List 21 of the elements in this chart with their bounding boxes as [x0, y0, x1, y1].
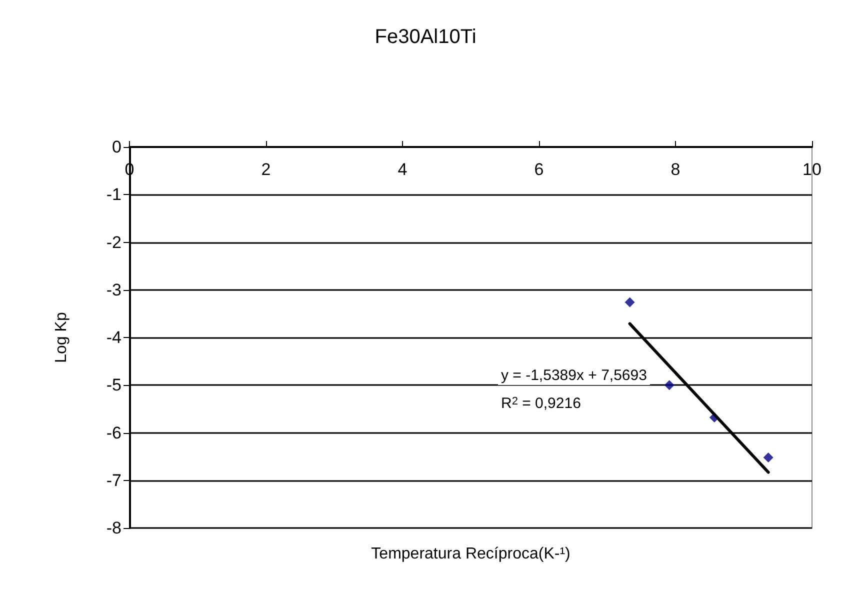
y-tick-label: 0 [112, 138, 122, 156]
y-tick-label: -8 [106, 518, 122, 538]
x-tick-label: 2 [261, 160, 271, 179]
x-tick-label: 10 [802, 160, 822, 179]
y-tick-label: -4 [106, 328, 122, 347]
point [624, 297, 635, 308]
y-tick-label: -3 [106, 280, 122, 300]
point [763, 452, 774, 463]
x-axis-title: Temperatura Recíproca(K-¹) [371, 546, 570, 562]
y-tick-label: -2 [106, 232, 122, 252]
y-axis-title: Log Kp [53, 312, 70, 363]
y-tick-label: -7 [106, 470, 122, 490]
chart-title: Fe30Al10Ti [374, 26, 476, 48]
y-tick-label: -1 [106, 185, 122, 204]
x-tick-label: 8 [670, 160, 680, 179]
y-tick-label: -6 [106, 423, 122, 442]
point [664, 380, 674, 390]
annotation: y = -1,5389x + 7,5693 [501, 367, 647, 384]
x-tick-label: 4 [398, 160, 408, 179]
y-tick-label: -5 [106, 376, 122, 395]
x-tick-label: 6 [534, 160, 544, 179]
